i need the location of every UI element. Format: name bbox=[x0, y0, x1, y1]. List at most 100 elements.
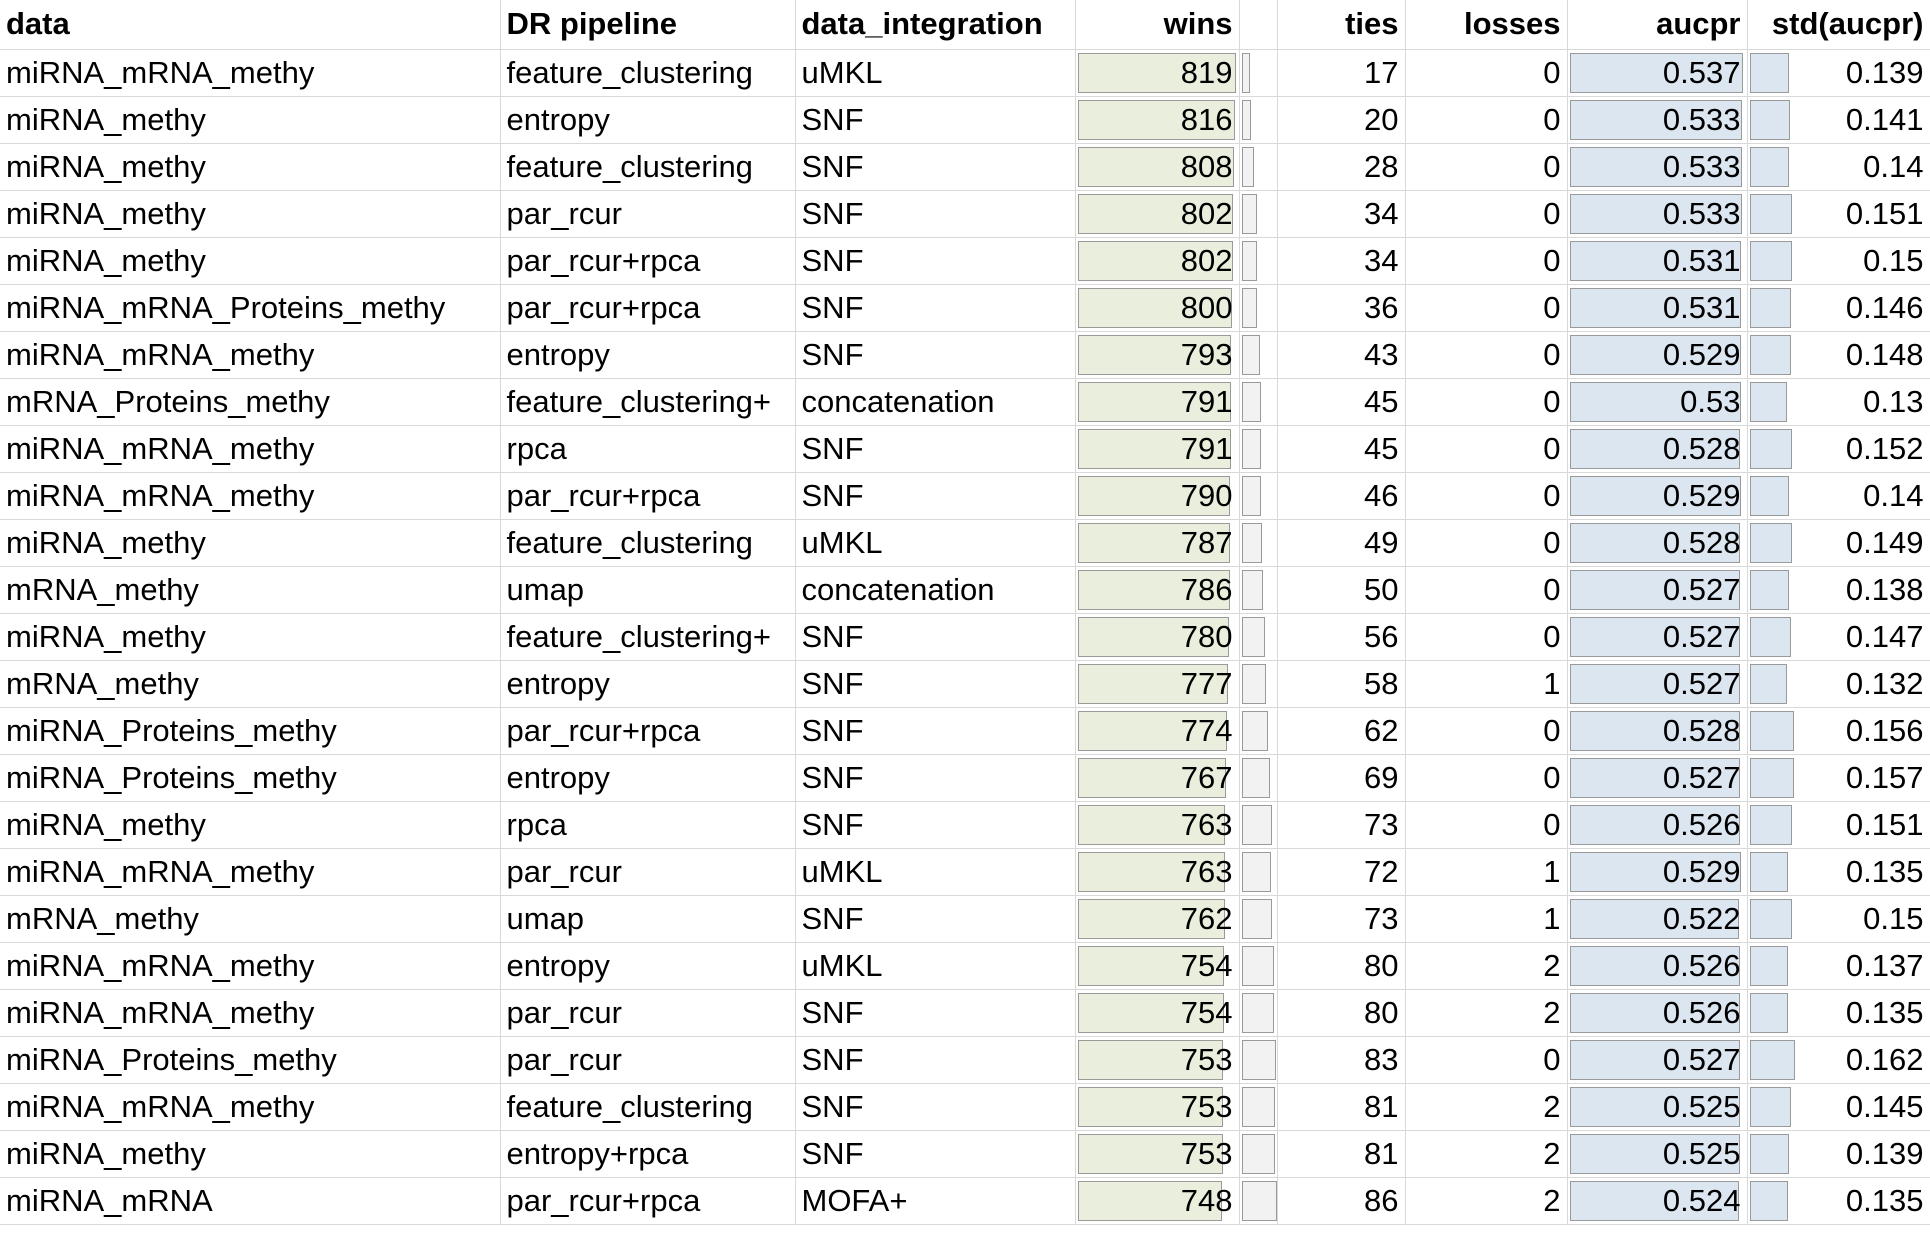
cell-dr-pipeline[interactable]: feature_clustering bbox=[500, 49, 796, 97]
header-std-aucpr[interactable]: std(aucpr) bbox=[1747, 0, 1930, 50]
cell-aucpr[interactable]: 0.526 bbox=[1567, 989, 1748, 1037]
cell-data[interactable]: miRNA_methy bbox=[0, 143, 501, 191]
cell-dr-pipeline[interactable]: par_rcur bbox=[500, 848, 796, 896]
cell-std-aucpr[interactable]: 0.151 bbox=[1747, 801, 1930, 849]
cell-dr-pipeline[interactable]: umap bbox=[500, 895, 796, 943]
cell-dr-pipeline[interactable]: entropy bbox=[500, 96, 796, 144]
cell-data[interactable]: miRNA_mRNA_methy bbox=[0, 942, 501, 990]
cell-aucpr[interactable]: 0.531 bbox=[1567, 284, 1748, 332]
cell-ties-bar[interactable] bbox=[1239, 472, 1278, 520]
cell-data[interactable]: miRNA_mRNA_methy bbox=[0, 989, 501, 1037]
cell-ties[interactable]: 56 bbox=[1277, 613, 1406, 661]
cell-dr-pipeline[interactable]: par_rcur bbox=[500, 190, 796, 238]
cell-ties[interactable]: 17 bbox=[1277, 49, 1406, 97]
cell-losses[interactable]: 2 bbox=[1405, 1083, 1568, 1131]
cell-ties-bar[interactable] bbox=[1239, 754, 1278, 802]
cell-data[interactable]: miRNA_Proteins_methy bbox=[0, 754, 501, 802]
cell-dr-pipeline[interactable]: feature_clustering+ bbox=[500, 613, 796, 661]
cell-ties-bar[interactable] bbox=[1239, 848, 1278, 896]
cell-losses[interactable]: 1 bbox=[1405, 660, 1568, 708]
header-data-integration[interactable]: data_integration bbox=[795, 0, 1076, 50]
cell-wins[interactable]: 753 bbox=[1075, 1083, 1240, 1131]
cell-data-integration[interactable]: concatenation bbox=[795, 566, 1076, 614]
cell-dr-pipeline[interactable]: par_rcur+rpca bbox=[500, 472, 796, 520]
cell-losses[interactable]: 0 bbox=[1405, 707, 1568, 755]
cell-dr-pipeline[interactable]: rpca bbox=[500, 801, 796, 849]
cell-aucpr[interactable]: 0.531 bbox=[1567, 237, 1748, 285]
cell-aucpr[interactable]: 0.526 bbox=[1567, 801, 1748, 849]
cell-std-aucpr[interactable]: 0.135 bbox=[1747, 848, 1930, 896]
cell-data-integration[interactable]: SNF bbox=[795, 237, 1076, 285]
cell-dr-pipeline[interactable]: feature_clustering bbox=[500, 519, 796, 567]
cell-data-integration[interactable]: SNF bbox=[795, 190, 1076, 238]
cell-data[interactable]: mRNA_methy bbox=[0, 566, 501, 614]
cell-ties[interactable]: 62 bbox=[1277, 707, 1406, 755]
cell-ties-bar[interactable] bbox=[1239, 425, 1278, 473]
cell-dr-pipeline[interactable]: feature_clustering bbox=[500, 143, 796, 191]
cell-data[interactable]: miRNA_mRNA_methy bbox=[0, 1083, 501, 1131]
cell-losses[interactable]: 0 bbox=[1405, 566, 1568, 614]
cell-losses[interactable]: 2 bbox=[1405, 989, 1568, 1037]
cell-data-integration[interactable]: SNF bbox=[795, 660, 1076, 708]
cell-data[interactable]: miRNA_mRNA_methy bbox=[0, 49, 501, 97]
cell-std-aucpr[interactable]: 0.147 bbox=[1747, 613, 1930, 661]
cell-std-aucpr[interactable]: 0.152 bbox=[1747, 425, 1930, 473]
header-dr-pipeline[interactable]: DR pipeline bbox=[500, 0, 796, 50]
cell-ties-bar[interactable] bbox=[1239, 613, 1278, 661]
cell-data-integration[interactable]: concatenation bbox=[795, 378, 1076, 426]
cell-ties-bar[interactable] bbox=[1239, 942, 1278, 990]
cell-data[interactable]: miRNA_methy bbox=[0, 519, 501, 567]
cell-data-integration[interactable]: SNF bbox=[795, 1130, 1076, 1178]
cell-data[interactable]: miRNA_mRNA_methy bbox=[0, 425, 501, 473]
cell-data-integration[interactable]: SNF bbox=[795, 989, 1076, 1037]
cell-aucpr[interactable]: 0.525 bbox=[1567, 1130, 1748, 1178]
cell-wins[interactable]: 780 bbox=[1075, 613, 1240, 661]
cell-std-aucpr[interactable]: 0.135 bbox=[1747, 1177, 1930, 1225]
cell-wins[interactable]: 786 bbox=[1075, 566, 1240, 614]
cell-ties-bar[interactable] bbox=[1239, 331, 1278, 379]
cell-wins[interactable]: 808 bbox=[1075, 143, 1240, 191]
cell-dr-pipeline[interactable]: entropy bbox=[500, 660, 796, 708]
cell-ties-bar[interactable] bbox=[1239, 519, 1278, 567]
header-ties[interactable]: ties bbox=[1277, 0, 1406, 50]
cell-wins[interactable]: 763 bbox=[1075, 848, 1240, 896]
cell-dr-pipeline[interactable]: umap bbox=[500, 566, 796, 614]
cell-data-integration[interactable]: SNF bbox=[795, 472, 1076, 520]
cell-std-aucpr[interactable]: 0.157 bbox=[1747, 754, 1930, 802]
cell-ties-bar[interactable] bbox=[1239, 190, 1278, 238]
cell-dr-pipeline[interactable]: par_rcur bbox=[500, 1036, 796, 1084]
cell-std-aucpr[interactable]: 0.148 bbox=[1747, 331, 1930, 379]
cell-aucpr[interactable]: 0.528 bbox=[1567, 425, 1748, 473]
cell-data[interactable]: miRNA_methy bbox=[0, 613, 501, 661]
cell-ties-bar[interactable] bbox=[1239, 143, 1278, 191]
cell-wins[interactable]: 791 bbox=[1075, 425, 1240, 473]
cell-ties-bar[interactable] bbox=[1239, 96, 1278, 144]
cell-dr-pipeline[interactable]: feature_clustering bbox=[500, 1083, 796, 1131]
cell-data-integration[interactable]: SNF bbox=[795, 895, 1076, 943]
cell-dr-pipeline[interactable]: entropy bbox=[500, 942, 796, 990]
cell-data[interactable]: miRNA_methy bbox=[0, 96, 501, 144]
cell-ties[interactable]: 72 bbox=[1277, 848, 1406, 896]
cell-losses[interactable]: 0 bbox=[1405, 331, 1568, 379]
cell-ties[interactable]: 73 bbox=[1277, 895, 1406, 943]
cell-losses[interactable]: 2 bbox=[1405, 942, 1568, 990]
cell-std-aucpr[interactable]: 0.15 bbox=[1747, 895, 1930, 943]
cell-ties[interactable]: 58 bbox=[1277, 660, 1406, 708]
cell-wins[interactable]: 787 bbox=[1075, 519, 1240, 567]
cell-ties[interactable]: 69 bbox=[1277, 754, 1406, 802]
cell-ties[interactable]: 43 bbox=[1277, 331, 1406, 379]
cell-ties[interactable]: 46 bbox=[1277, 472, 1406, 520]
cell-ties-bar[interactable] bbox=[1239, 284, 1278, 332]
cell-data[interactable]: miRNA_mRNA bbox=[0, 1177, 501, 1225]
cell-ties[interactable]: 20 bbox=[1277, 96, 1406, 144]
cell-wins[interactable]: 800 bbox=[1075, 284, 1240, 332]
cell-data-integration[interactable]: SNF bbox=[795, 425, 1076, 473]
cell-ties[interactable]: 34 bbox=[1277, 190, 1406, 238]
cell-losses[interactable]: 0 bbox=[1405, 284, 1568, 332]
cell-losses[interactable]: 0 bbox=[1405, 472, 1568, 520]
cell-std-aucpr[interactable]: 0.137 bbox=[1747, 942, 1930, 990]
cell-losses[interactable]: 0 bbox=[1405, 425, 1568, 473]
cell-dr-pipeline[interactable]: entropy bbox=[500, 331, 796, 379]
cell-wins[interactable]: 791 bbox=[1075, 378, 1240, 426]
cell-aucpr[interactable]: 0.522 bbox=[1567, 895, 1748, 943]
